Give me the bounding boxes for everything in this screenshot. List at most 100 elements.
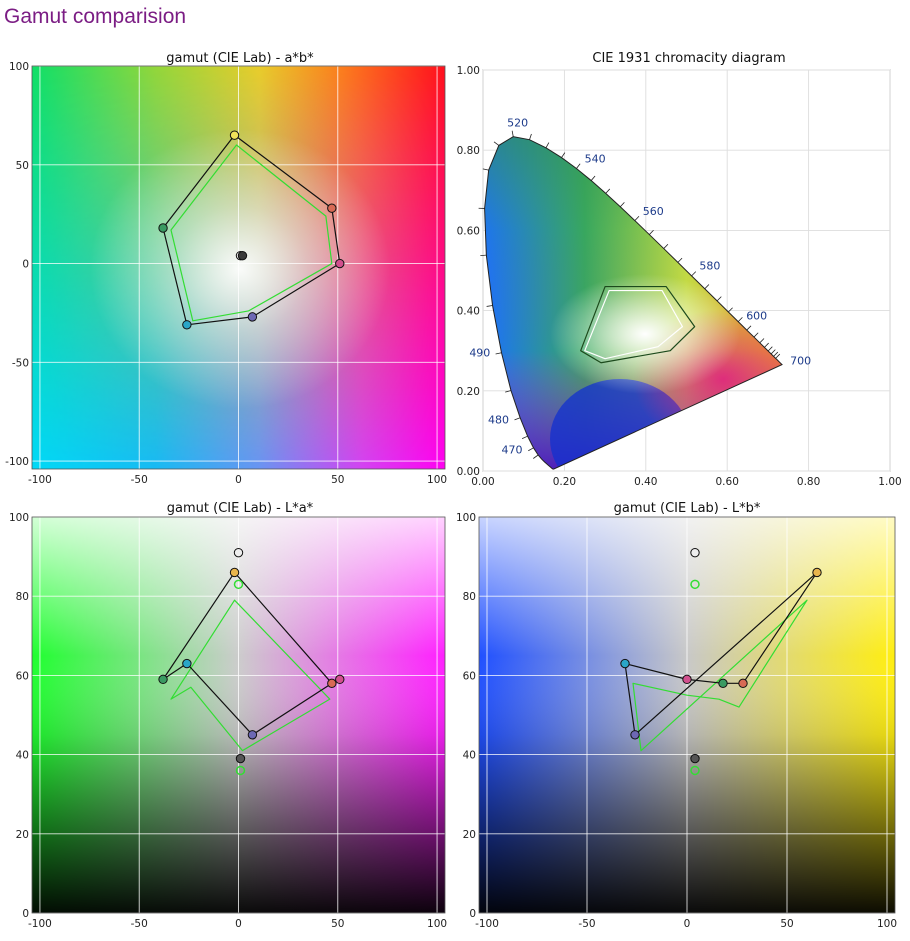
x-tick-label: -100 [28,474,52,486]
y-tick-label: 60 [463,670,476,682]
reference-gamut-outline [584,289,684,360]
x-tick-label: 100 [427,474,447,486]
reference-gamut-outline [170,599,331,752]
locus-tick [561,152,566,158]
locus-tick [704,284,710,290]
y-tick-label: 100 [9,61,29,73]
locus-tick [619,202,625,208]
locus-tick [691,271,697,277]
chart-title: CIE 1931 chromacity diagram [592,51,785,66]
data-point [229,130,240,140]
y-tick-label: 20 [16,829,29,841]
chart-lb: gamut (CIE Lab) - L*b* -100 -50 0 50 100 0 20 4… [456,501,897,930]
locus-tick [634,215,640,221]
plot-area [478,516,896,914]
locus-tick [590,175,596,181]
locus-tick [663,243,669,249]
locus-tick [482,168,489,171]
spectral-locus [484,136,783,470]
reference-point [690,579,700,590]
locus-tick [528,447,534,452]
x-tick-label: 0.80 [797,476,820,488]
locus-tick [511,130,514,137]
y-tick-label: 0.20 [457,386,480,398]
plot-area: 470 480 490 520 540 560 580 600 700 [469,69,891,472]
x-tick-label: 0 [235,918,242,930]
y-tick-label: 80 [16,591,29,603]
locus-tick [753,332,759,338]
chart-la: gamut (CIE Lab) - L*a* -100 -50 0 50 100 0 20 4… [9,501,447,930]
y-tick-label: 0.00 [457,466,480,478]
wavelength-label: 580 [699,260,720,273]
plot-area [31,65,446,470]
data-point [718,678,728,689]
locus-tick [649,229,654,235]
y-tick-label: 1.00 [457,65,480,77]
x-tick-label: -50 [131,918,148,930]
data-point [630,730,640,740]
locus-tick [775,353,781,359]
y-tick-label: 40 [463,750,476,762]
locus-tick [767,346,773,352]
data-point [327,678,337,689]
locus-tick [493,141,500,146]
plot-area [31,516,446,914]
y-tick-label: 100 [9,512,29,524]
chart-title: gamut (CIE Lab) - a*b* [166,51,314,66]
data-point [237,250,248,261]
x-tick-label: 0.00 [471,476,494,488]
y-tick-label: 0 [22,908,29,920]
locus-tick [521,435,528,439]
chart-title: gamut (CIE Lab) - L*b* [614,501,761,516]
gamut-outline [162,571,333,736]
y-tick-label: 50 [16,160,29,172]
data-point [247,312,258,322]
y-tick-label: -100 [5,456,29,468]
locus-tick [514,417,521,421]
locus-tick [770,349,776,355]
chart-cie: CIE 1931 chromacity diagram 470 480 490 520… [457,51,902,488]
locus-tick [759,338,765,344]
data-point [690,753,700,764]
locus-tick [716,296,722,302]
data-point [620,658,630,669]
reference-gamut-outline [170,144,333,322]
x-tick-label: 1.00 [878,476,901,488]
y-tick-label: 0.60 [457,225,480,237]
page-title: Gamut comparision [4,5,187,28]
reference-point [233,579,244,590]
data-point [335,674,345,685]
data-point [335,258,345,269]
y-tick-label: 0 [22,259,29,271]
data-point [738,678,748,689]
wavelength-label: 560 [643,205,664,218]
locus-tick [605,188,611,194]
y-tick-label: 100 [456,512,476,524]
data-point [682,674,692,685]
y-tick-label: -50 [12,357,29,369]
data-point [812,567,822,578]
x-tick-label: 0 [684,918,691,930]
locus-tick [505,390,512,393]
locus-tick [728,307,733,313]
locus-tick [677,257,683,263]
reference-point [690,765,700,776]
wavelength-label: 520 [507,117,528,130]
x-tick-label: 0.40 [634,476,657,488]
locus-tick [576,163,581,169]
x-tick-label: 100 [877,918,897,930]
y-tick-label: 40 [16,750,29,762]
wavelength-label: 700 [790,355,811,368]
locus-tick [529,133,532,140]
data-point [182,320,192,330]
x-tick-label: -50 [578,918,595,930]
x-tick-label: 50 [780,918,793,930]
reference-point [235,765,246,776]
gamut-outline [580,285,696,364]
x-tick-label: 0.60 [716,476,739,488]
chart-ab: gamut (CIE Lab) - a*b* -100 -50 0 50 100 -100… [5,51,447,486]
locus-tick [764,342,769,348]
chart-title: gamut (CIE Lab) - L*a* [167,501,314,516]
data-point [229,567,240,578]
data-point [327,203,337,213]
